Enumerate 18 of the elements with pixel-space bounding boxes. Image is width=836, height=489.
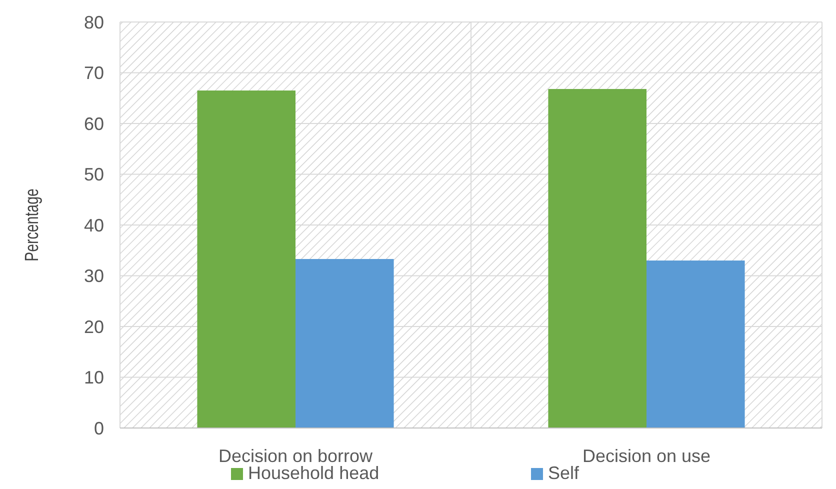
y-tick-label: 10: [84, 368, 104, 388]
y-axis-title: Percentage: [21, 188, 43, 262]
y-tick-label: 20: [84, 316, 104, 337]
bar: [296, 259, 394, 428]
y-tick-label: 70: [84, 63, 104, 84]
legend-label: Household head: [248, 463, 380, 483]
bar: [646, 260, 745, 428]
y-tick-label: 50: [84, 164, 104, 185]
bar: [548, 88, 646, 428]
y-tick-label: 0: [94, 418, 104, 438]
bar: [197, 90, 296, 428]
y-tick-label: 80: [84, 12, 104, 32]
x-tick-label: Decision on use: [582, 446, 711, 466]
y-tick-label: 60: [84, 114, 104, 134]
y-tick-label: 30: [84, 266, 104, 286]
legend-label: Self: [548, 463, 580, 483]
x-tick-label: Decision on borrow: [218, 446, 374, 466]
y-tick-label: 40: [84, 215, 104, 236]
